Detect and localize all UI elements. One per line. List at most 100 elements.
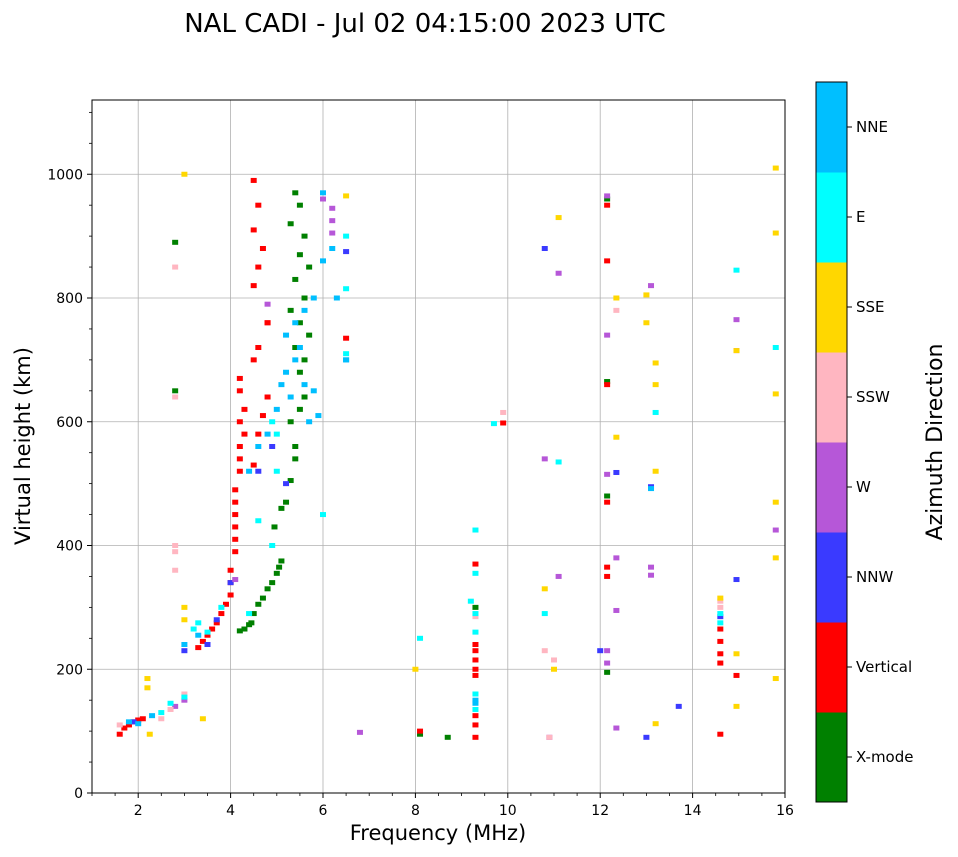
data-point-vertical [232,536,239,542]
data-point-sse [343,193,350,199]
data-point-sse [199,716,206,722]
data-point-x-mode [264,586,271,592]
data-point-vertical [195,645,202,651]
data-point-nne [287,394,294,400]
data-point-vertical [255,345,262,350]
data-point-vertical [604,202,611,208]
colorbar-frame [815,81,848,803]
data-point-e [343,351,350,357]
y-tick-label: 0 [74,786,83,802]
data-point-x-mode [259,595,266,601]
data-point-vertical [472,648,479,654]
data-point-vertical [604,382,611,388]
data-point-w [648,572,655,578]
data-point-x-mode [444,734,451,740]
colorbar-title: Azimuth Direction [923,343,948,540]
data-point-sse [146,731,153,737]
data-point-vertical [255,202,262,208]
data-point-x-mode [287,307,294,313]
data-point-nne [283,332,290,338]
data-point-x-mode [306,264,313,270]
data-point-vertical [472,642,479,647]
data-point-vertical [717,626,724,632]
data-point-sse [541,586,548,592]
data-point-e [417,635,424,641]
data-point-vertical [259,413,266,419]
data-point-x-mode [604,493,611,499]
x-axis-ticks: 2 4 6 8 10 12 14 16 [91,793,794,819]
data-point-nnw [733,577,740,583]
data-point-w [181,697,188,703]
data-point-x-mode [248,620,255,626]
data-point-vertical [472,657,479,663]
data-point-x-mode [287,419,294,425]
y-axis-label: Virtual height (km) [11,347,35,545]
grid-lines [92,100,785,793]
data-point-e [652,409,659,415]
data-point-vertical [241,406,248,412]
data-point-sse [772,230,779,236]
data-point-vertical [604,258,611,264]
data-point-w [329,218,336,224]
data-point-nne [264,431,271,437]
data-point-sse [181,617,188,623]
data-point-nnw [597,648,604,654]
data-point-w [772,527,779,533]
data-point-vertical [717,731,724,737]
data-point-ssw [551,657,557,663]
data-point-sse [733,703,740,709]
data-point-sse [181,604,188,610]
data-point-sse [144,685,151,691]
data-point-x-mode [278,505,285,511]
data-point-e [273,468,280,474]
data-point-w [604,193,611,199]
data-point-nne [310,388,317,394]
data-point-ssw [172,394,179,400]
data-point-vertical [218,611,225,617]
data-point-vertical [232,512,239,518]
colorbar-swatch-nne [816,82,847,173]
colorbar-label: W [856,478,871,496]
data-point-nne [181,642,188,647]
data-point-x-mode [301,233,308,239]
colorbar-swatch-sse [816,262,847,353]
data-point-x-mode [296,406,303,412]
colorbar-label: E [856,208,865,226]
data-point-vertical [717,651,724,657]
x-tick-label: 12 [591,803,609,819]
data-point-nnw [269,444,276,449]
data-point-x-mode [278,558,285,564]
data-point-vertical [116,731,123,737]
data-point-vertical [343,335,350,341]
data-point-vertical [227,592,234,598]
data-point-vertical [604,564,611,570]
data-point-vertical [236,444,243,449]
data-point-sse [652,468,659,474]
data-point-nne [135,721,142,727]
data-point-e [158,710,165,716]
data-point-e [717,620,724,626]
data-point-nnw [130,719,137,725]
data-point-nne [246,468,253,474]
data-point-e [472,611,479,617]
data-point-x-mode [292,444,299,449]
data-point-nne [320,258,326,264]
data-point-vertical [472,561,479,567]
data-point-nne [283,369,290,375]
data-point-e [467,598,474,604]
data-point-x-mode [287,478,294,484]
data-point-nne [320,190,326,196]
data-point-vertical [250,227,257,233]
x-tick-label: 10 [499,803,517,819]
data-point-vertical [121,725,128,731]
data-point-w [555,573,562,579]
data-point-x-mode [417,731,424,737]
data-point-nne [125,719,132,725]
data-point-e [343,286,350,292]
data-point-ssw [500,409,507,415]
data-point-vertical [717,638,724,644]
data-point-w [613,725,620,731]
data-point-x-mode [271,524,278,530]
data-point-sse [144,676,151,682]
data-point-x-mode [296,202,303,208]
